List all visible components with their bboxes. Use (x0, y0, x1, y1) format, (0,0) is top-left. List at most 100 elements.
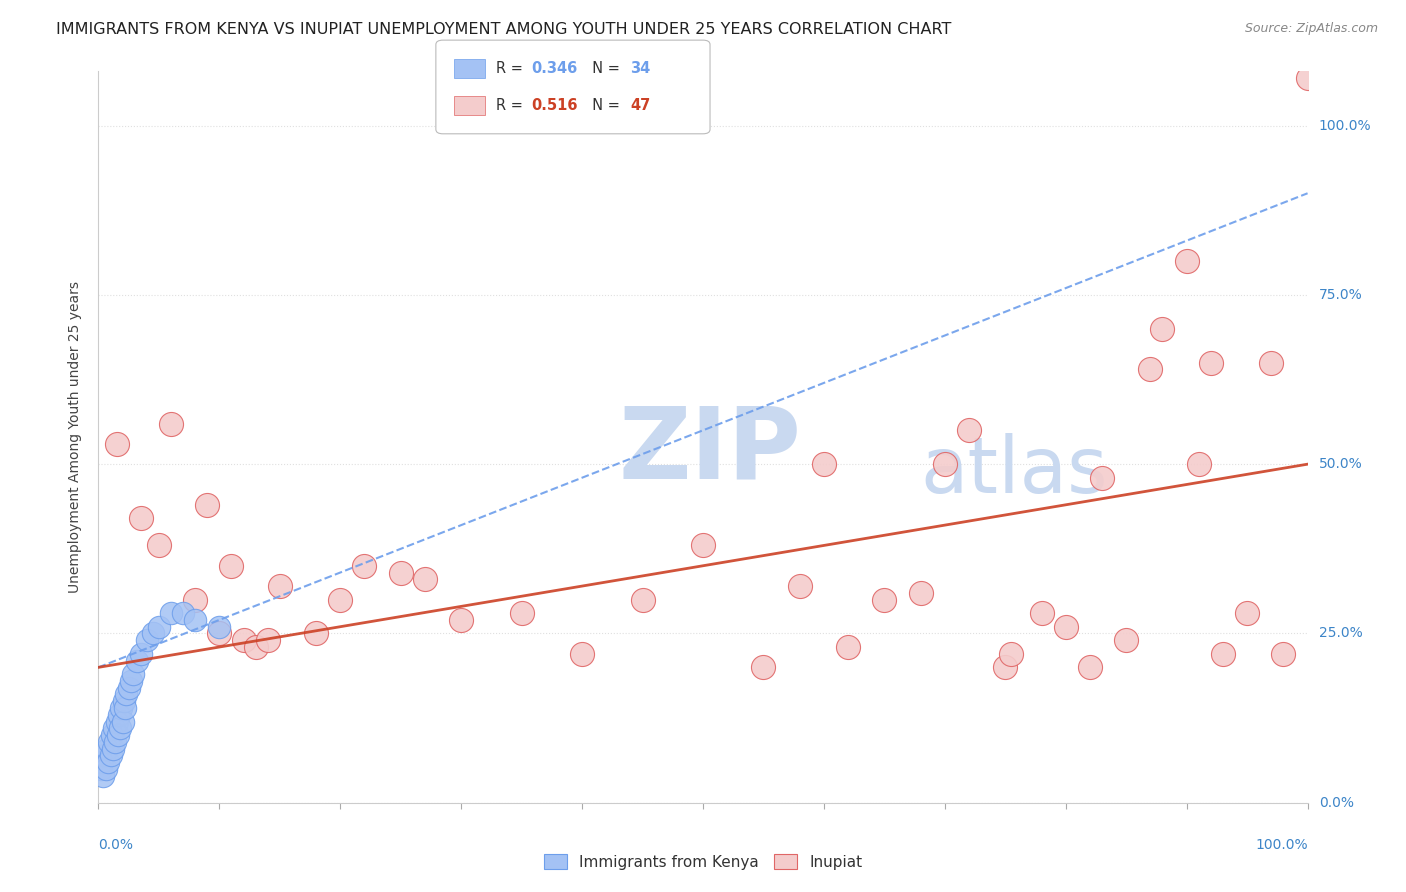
Point (129, 511, 152, 525)
Point (148, 538, 170, 552)
Point (103, 721, 125, 735)
Text: 50.0%: 50.0% (1319, 458, 1362, 471)
Point (110, 701, 132, 715)
Point (934, 457, 956, 471)
Point (172, 606, 194, 620)
Point (184, 592, 207, 607)
Text: 25.0%: 25.0% (1319, 626, 1362, 640)
Point (129, 647, 152, 661)
Point (114, 701, 136, 715)
Text: Source: ZipAtlas.com: Source: ZipAtlas.com (1244, 22, 1378, 36)
Point (1115, 633, 1137, 648)
Point (135, 633, 157, 648)
Point (108, 707, 131, 722)
Point (90, 762, 112, 776)
Point (1139, 362, 1161, 376)
Point (789, 579, 811, 593)
Point (120, 673, 142, 688)
Point (160, 606, 183, 620)
Point (329, 592, 352, 607)
Legend: Immigrants from Kenya, Inupiat: Immigrants from Kenya, Inupiat (537, 848, 869, 876)
Point (105, 714, 128, 729)
Point (450, 613, 472, 627)
Point (208, 620, 231, 634)
Point (510, 606, 533, 620)
Point (413, 572, 436, 586)
Point (837, 640, 859, 654)
Point (1031, 606, 1053, 620)
Text: ZIP: ZIP (619, 402, 801, 500)
Point (1260, 355, 1282, 369)
Point (1175, 254, 1198, 268)
Point (389, 566, 412, 580)
Point (1152, 322, 1174, 336)
Point (93, 748, 115, 763)
Point (256, 633, 278, 648)
Point (96, 741, 118, 756)
Text: 75.0%: 75.0% (1319, 288, 1362, 301)
Point (101, 741, 124, 756)
Point (305, 626, 328, 640)
Point (910, 586, 932, 600)
Point (97, 755, 120, 769)
Point (184, 613, 207, 627)
Point (245, 640, 267, 654)
Text: 100.0%: 100.0% (1319, 119, 1371, 133)
Point (873, 592, 896, 607)
Point (994, 660, 1017, 674)
Point (221, 558, 243, 573)
Point (108, 721, 131, 735)
Point (1000, 647, 1022, 661)
Point (631, 592, 654, 607)
Point (1272, 647, 1295, 661)
Point (1212, 647, 1234, 661)
Y-axis label: Unemployment Among Youth under 25 years: Unemployment Among Youth under 25 years (69, 281, 83, 593)
Point (269, 579, 291, 593)
Point (112, 694, 135, 708)
Point (232, 633, 254, 648)
Text: R =: R = (496, 61, 527, 76)
Text: N =: N = (583, 98, 626, 113)
Point (1199, 355, 1222, 369)
Text: atlas: atlas (921, 433, 1108, 509)
Point (813, 457, 835, 471)
Point (91, 755, 114, 769)
Point (122, 667, 145, 681)
Point (353, 558, 375, 573)
Point (142, 626, 165, 640)
Point (104, 735, 127, 749)
Point (957, 423, 980, 437)
Text: N =: N = (583, 61, 626, 76)
Point (148, 620, 170, 634)
Point (1236, 606, 1258, 620)
Point (571, 647, 593, 661)
Point (1188, 457, 1211, 471)
Point (160, 417, 183, 431)
Text: 100.0%: 100.0% (1256, 838, 1308, 852)
Point (100, 728, 122, 742)
Point (118, 681, 141, 695)
Point (1091, 471, 1114, 485)
Point (100, 748, 122, 763)
Point (1078, 660, 1101, 674)
Point (111, 714, 134, 729)
Point (107, 728, 129, 742)
Point (195, 498, 218, 512)
Point (752, 660, 775, 674)
Text: 47: 47 (630, 98, 650, 113)
Point (1054, 620, 1077, 634)
Text: 0.346: 0.346 (531, 61, 578, 76)
Point (105, 437, 128, 451)
Point (127, 654, 149, 668)
Point (91, 769, 114, 783)
Point (115, 688, 138, 702)
Point (1296, 71, 1319, 86)
Text: IMMIGRANTS FROM KENYA VS INUPIAT UNEMPLOYMENT AMONG YOUTH UNDER 25 YEARS CORRELA: IMMIGRANTS FROM KENYA VS INUPIAT UNEMPLO… (56, 22, 952, 37)
Text: 34: 34 (630, 61, 650, 76)
Point (98, 735, 121, 749)
Text: R =: R = (496, 98, 527, 113)
Text: 0.0%: 0.0% (98, 838, 134, 852)
Point (208, 626, 231, 640)
Point (94, 762, 117, 776)
Text: 0.0%: 0.0% (1319, 796, 1354, 810)
